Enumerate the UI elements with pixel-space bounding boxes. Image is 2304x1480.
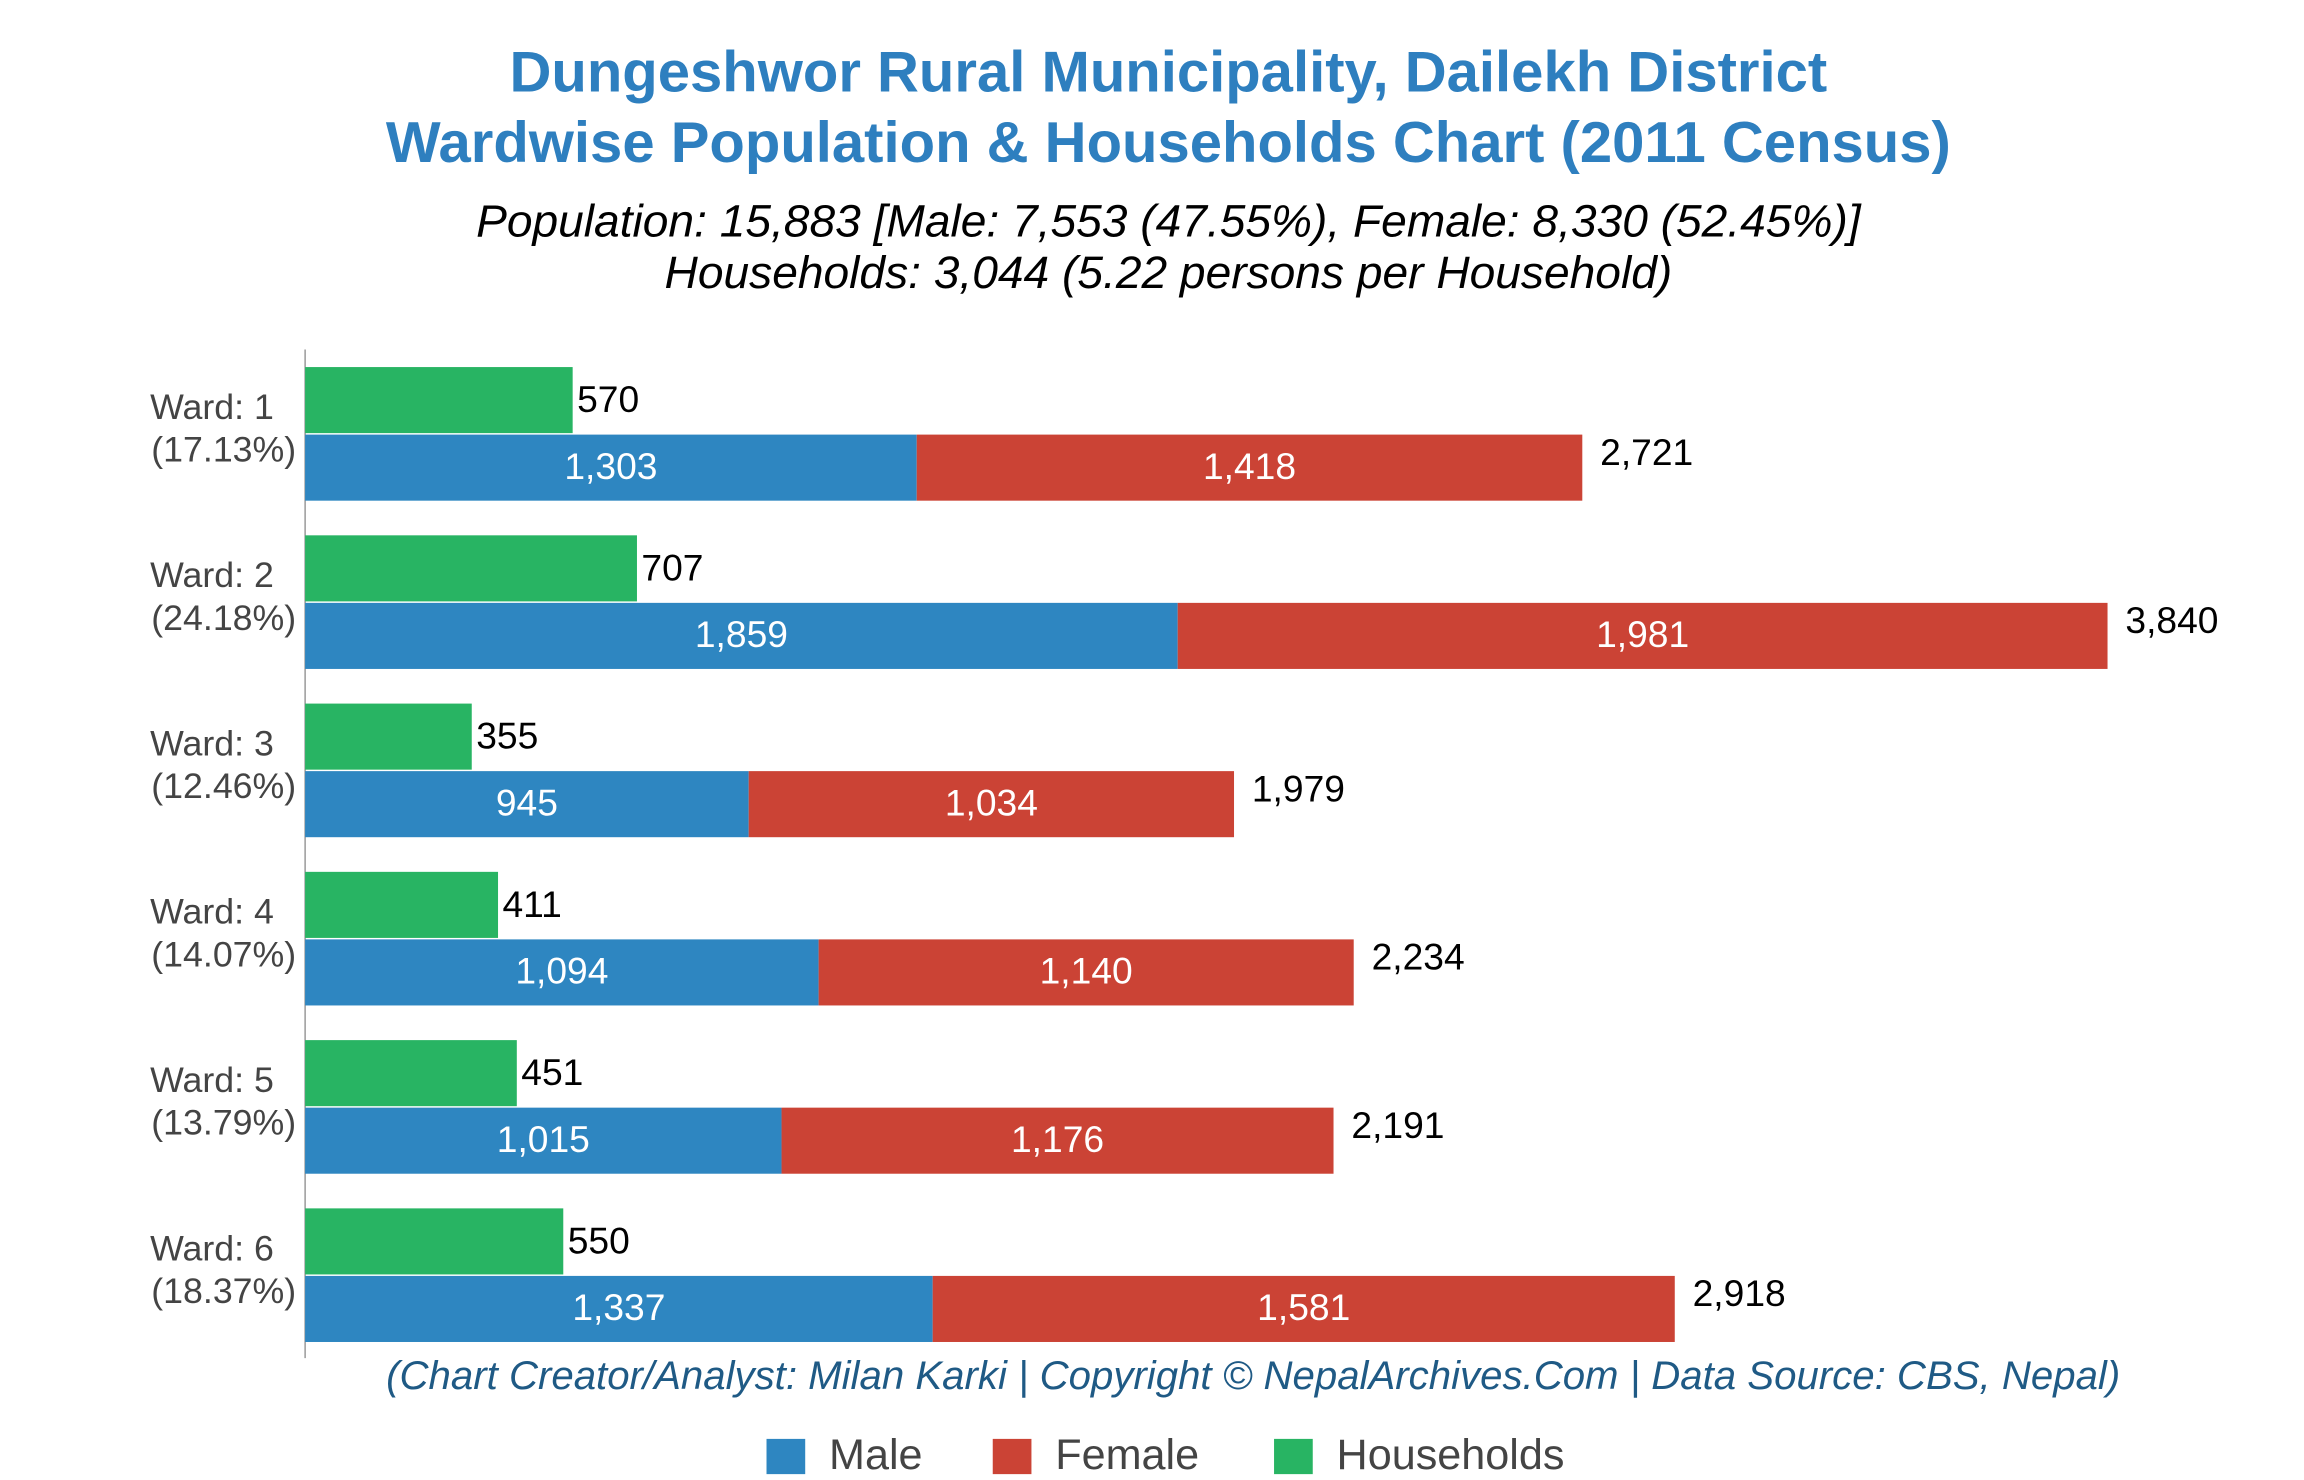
chart-title: Dungeshwor Rural Municipality, Dailekh D… [509, 41, 1827, 105]
bar [916, 434, 1583, 501]
bar [305, 1040, 517, 1107]
legend-label: Male [829, 1431, 923, 1479]
bar-label: 1,337 [572, 1287, 665, 1328]
bar-label: 1,015 [497, 1119, 590, 1160]
total-label: 2,191 [1351, 1105, 1444, 1146]
bar-label: 1,418 [1203, 446, 1296, 487]
total-label: 2,918 [1693, 1273, 1786, 1314]
legend-swatch [1274, 1438, 1313, 1475]
total-label: 2,721 [1600, 432, 1693, 473]
chart-title: Wardwise Population & Households Chart (… [386, 111, 1951, 175]
bar [305, 939, 819, 1006]
total-label: 2,234 [1372, 937, 1465, 978]
bar-label: 1,581 [1257, 1287, 1350, 1328]
bar [305, 535, 637, 602]
bar [305, 703, 472, 770]
y-tick-label: Ward: 6 [150, 1228, 274, 1268]
bar-label: 945 [496, 783, 558, 824]
y-tick-label: (13.79%) [151, 1103, 296, 1143]
legend-swatch [766, 1438, 806, 1475]
total-label: 1,979 [1252, 769, 1345, 810]
bar [305, 1275, 933, 1342]
bar [305, 1107, 782, 1174]
bar [781, 1107, 1334, 1174]
bar-label: 570 [577, 379, 639, 420]
subtitle: Households: 3,044 (5.22 persons per Hous… [665, 247, 1673, 298]
bar [748, 771, 1235, 838]
y-tick-label: (18.37%) [151, 1271, 296, 1311]
footer: (Chart Creator/Analyst: Milan Karki | Co… [386, 1354, 2120, 1398]
bar [305, 602, 1178, 669]
bar-label: 1,303 [564, 446, 657, 487]
y-tick-label: Ward: 5 [150, 1060, 274, 1100]
legend-label: Households [1337, 1431, 1565, 1479]
y-tick-label: (14.07%) [151, 935, 296, 975]
bar [305, 771, 749, 838]
bar-label: 1,981 [1596, 614, 1689, 655]
bar [932, 1275, 1675, 1342]
bar [1177, 602, 2108, 669]
bar [305, 367, 573, 434]
bar-label: 1,176 [1011, 1119, 1104, 1160]
y-tick-label: Ward: 4 [150, 892, 274, 932]
bar-label: 1,140 [1040, 951, 1133, 992]
bar-label: 1,094 [515, 951, 608, 992]
bar-label: 411 [502, 884, 561, 925]
bar-label: 451 [521, 1052, 583, 1093]
bar-label: 1,859 [695, 614, 788, 655]
legend-label: Female [1055, 1431, 1199, 1479]
y-tick-label: (17.13%) [151, 430, 296, 470]
y-tick-label: (24.18%) [151, 598, 296, 638]
legend-swatch [992, 1438, 1032, 1475]
bar-label: 550 [568, 1221, 630, 1262]
bar [305, 434, 917, 501]
bar-label: 1,034 [945, 783, 1038, 824]
total-label: 3,840 [2125, 600, 2218, 641]
bar [818, 939, 1354, 1006]
bar [305, 871, 499, 938]
y-tick-label: Ward: 2 [150, 555, 274, 595]
y-tick-label: Ward: 1 [150, 387, 274, 427]
subtitle: Population: 15,883 [Male: 7,553 (47.55%)… [476, 196, 1862, 247]
y-tick-label: Ward: 3 [150, 724, 274, 764]
bar [305, 1208, 564, 1275]
bar-label: 355 [476, 716, 538, 757]
y-tick-label: (12.46%) [151, 766, 296, 806]
bar-label: 707 [641, 547, 703, 588]
